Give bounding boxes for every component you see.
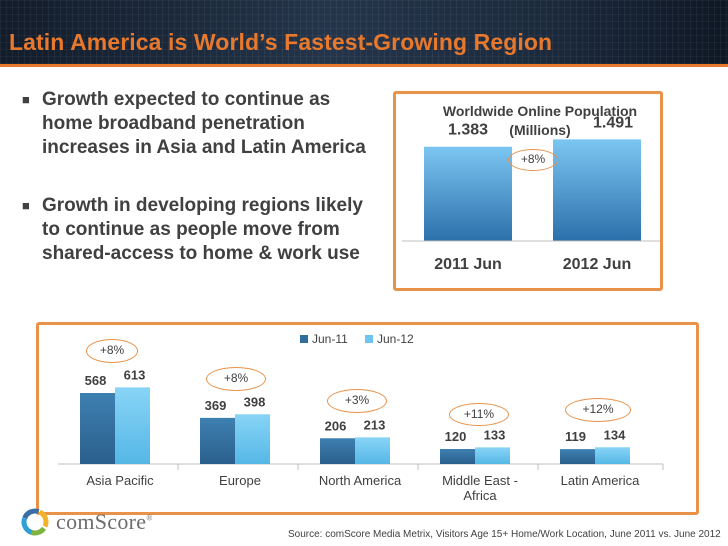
chart2-bar-jun-12	[475, 447, 510, 464]
legend-swatch-jun-12	[365, 335, 373, 343]
logo-registered-mark: ®	[146, 513, 153, 523]
chart2-value-label: 206	[325, 418, 347, 433]
chart2-category-label: Latin America	[561, 473, 641, 488]
title-banner: Latin America is World’s Fastest-Growing…	[0, 0, 728, 64]
chart2-value-label: 568	[85, 373, 107, 388]
legend-swatch-jun-11	[300, 335, 308, 343]
chart2-growth-label-5: +12%	[565, 398, 631, 422]
chart2-category-label: Africa	[463, 488, 497, 503]
chart2-value-label: 398	[244, 394, 266, 409]
chart2-value-label: 369	[205, 398, 227, 413]
chart2-category-label: Asia Pacific	[86, 473, 154, 488]
chart2-bar-jun-11	[320, 438, 355, 464]
legend-label-jun-12: Jun-12	[377, 332, 414, 346]
chart2-value-label: 213	[364, 417, 386, 432]
chart2-bar-jun-12	[115, 387, 150, 464]
chart1-value-label: 1.491	[593, 114, 633, 131]
bullet-item-2: ■ Growth in developing regions likely to…	[22, 194, 372, 266]
chart1-category-label: 2011 Jun	[434, 256, 502, 273]
logo-name: comScore	[56, 509, 147, 534]
title-rule	[0, 64, 728, 67]
chart2-value-label: 613	[124, 367, 146, 382]
regional-chart-frame	[36, 322, 699, 515]
chart2-growth-label-3: +3%	[327, 389, 387, 413]
bullet-marker: ■	[22, 198, 30, 213]
chart2-category-label: Middle East -	[442, 473, 518, 488]
slide-title: Latin America is World’s Fastest-Growing…	[9, 29, 553, 55]
chart1-value-label: 1.383	[448, 122, 488, 139]
legend-label-jun-11: Jun-11	[312, 332, 348, 346]
chart2-growth-label-1: +8%	[86, 339, 138, 363]
source-note: Source: comScore Media Metrix, Visitors …	[288, 529, 721, 540]
chart2-value-label: 119	[565, 429, 586, 444]
chart2-growth-label-2: +8%	[206, 367, 266, 391]
bullet-text-1: Growth expected to continue as home broa…	[42, 89, 366, 158]
chart2-bar-jun-11	[80, 393, 115, 464]
chart1-bar-2012-jun	[553, 139, 641, 241]
chart1-bar-2011-jun	[424, 146, 512, 241]
chart2-bar-jun-11	[200, 417, 235, 464]
chart2-growth-label-4: +11%	[449, 403, 509, 426]
chart2-bar-jun-12	[235, 414, 270, 464]
chart2-bar-jun-12	[355, 437, 390, 464]
chart2-bar-jun-11	[560, 449, 595, 464]
chart2-value-label: 120	[445, 429, 467, 444]
chart2-value-label: 133	[484, 427, 506, 442]
online-population-chart-frame	[393, 91, 663, 291]
bullet-marker: ■	[22, 92, 30, 107]
bullet-text-2: Growth in developing regions likely to c…	[42, 195, 363, 264]
chart2-value-label: 134	[604, 427, 626, 442]
comscore-logo-icon	[21, 508, 49, 536]
chart2-bar-jun-12	[595, 447, 630, 464]
chart1-title-line: Worldwide Online Population	[443, 103, 637, 119]
chart1-growth-label: +8%	[508, 149, 558, 171]
chart2-bar-jun-11	[440, 449, 475, 464]
comscore-logo-text: comScore®	[56, 509, 153, 535]
chart1-category-label: 2012 Jun	[563, 256, 631, 273]
chart2-category-label: Europe	[219, 473, 261, 488]
chart1-title-line: (Millions)	[509, 122, 570, 138]
chart2-category-label: North America	[319, 473, 402, 488]
bullet-item-1: ■ Growth expected to continue as home br…	[22, 88, 372, 160]
